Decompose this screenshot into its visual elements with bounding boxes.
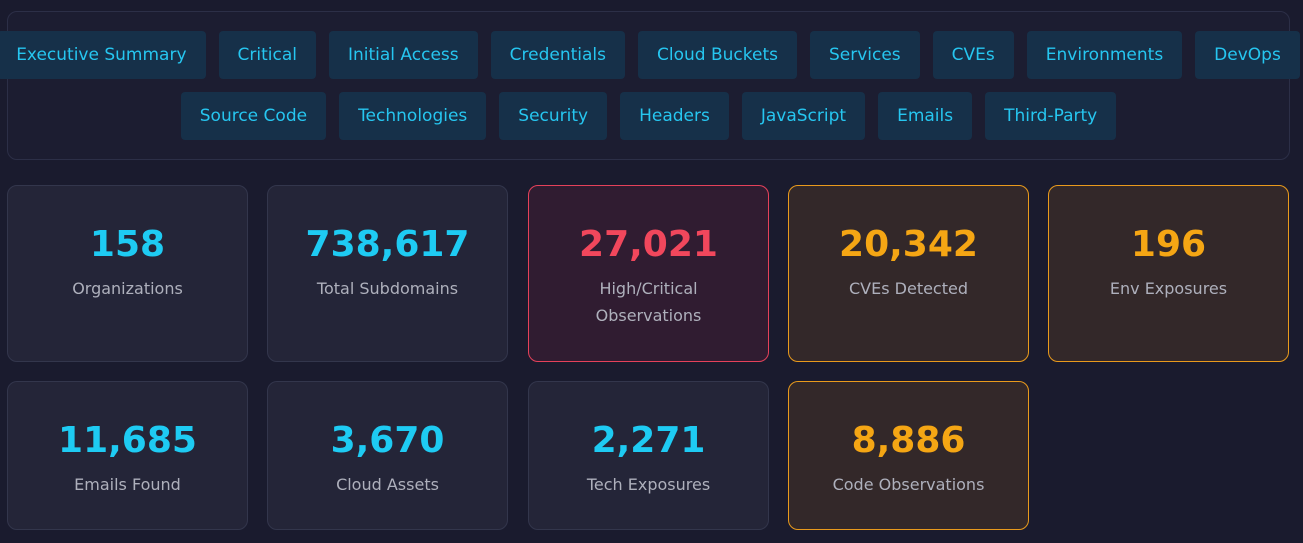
nav-button-source-code[interactable]: Source Code xyxy=(180,92,327,140)
stat-card-cloud-assets: 3,670 Cloud Assets xyxy=(267,381,508,530)
stat-value: 196 xyxy=(1130,224,1207,265)
stat-card-organizations: 158 Organizations xyxy=(7,185,248,362)
nav-button-javascript[interactable]: JavaScript xyxy=(741,92,866,140)
stat-card-total-subdomains: 738,617 Total Subdomains xyxy=(267,185,508,362)
stat-label: Total Subdomains xyxy=(316,279,459,298)
stat-label: CVEs Detected xyxy=(849,279,968,298)
stat-value: 20,342 xyxy=(839,224,978,265)
nav-button-third-party[interactable]: Third-Party xyxy=(985,92,1117,140)
nav-button-services[interactable]: Services xyxy=(809,31,920,79)
stat-value: 11,685 xyxy=(58,420,197,461)
stat-card-cves-detected: 20,342 CVEs Detected xyxy=(788,185,1029,362)
stat-label: Tech Exposures xyxy=(586,475,711,494)
nav-button-executive-summary[interactable]: Executive Summary xyxy=(0,31,206,79)
section-nav-row-1: Executive Summary Critical Initial Acces… xyxy=(0,31,1300,79)
stat-card-env-exposures: 196 Env Exposures xyxy=(1048,185,1289,362)
nav-button-critical[interactable]: Critical xyxy=(218,31,316,79)
stat-card-tech-exposures: 2,271 Tech Exposures xyxy=(528,381,769,530)
section-nav-row-2: Source Code Technologies Security Header… xyxy=(8,92,1289,140)
nav-button-environments[interactable]: Environments xyxy=(1026,31,1183,79)
stat-value: 3,670 xyxy=(330,420,445,461)
stat-label: Organizations xyxy=(72,279,183,298)
nav-button-emails[interactable]: Emails xyxy=(878,92,973,140)
section-nav: Executive Summary Critical Initial Acces… xyxy=(0,11,1300,160)
stat-value: 8,886 xyxy=(851,420,966,461)
nav-button-headers[interactable]: Headers xyxy=(620,92,729,140)
stat-label: Code Observations xyxy=(832,475,985,494)
stat-value: 27,021 xyxy=(579,224,718,265)
stat-label: Env Exposures xyxy=(1109,279,1228,298)
stat-label: High/Critical Observations xyxy=(595,279,702,325)
stat-value: 158 xyxy=(89,224,166,265)
nav-button-cves[interactable]: CVEs xyxy=(932,31,1014,79)
nav-button-credentials[interactable]: Credentials xyxy=(490,31,625,79)
nav-button-security[interactable]: Security xyxy=(499,92,608,140)
stat-label: Emails Found xyxy=(74,475,181,494)
stat-card-emails-found: 11,685 Emails Found xyxy=(7,381,248,530)
stat-card-code-observations: 8,886 Code Observations xyxy=(788,381,1029,530)
nav-button-devops[interactable]: DevOps xyxy=(1195,31,1300,79)
stat-value: 2,271 xyxy=(591,420,706,461)
stat-value: 738,617 xyxy=(305,224,470,265)
stat-label: Cloud Assets xyxy=(336,475,439,494)
nav-button-cloud-buckets[interactable]: Cloud Buckets xyxy=(638,31,797,79)
nav-button-initial-access[interactable]: Initial Access xyxy=(328,31,478,79)
stat-card-high-critical-observations: 27,021 High/Critical Observations xyxy=(528,185,769,362)
nav-button-technologies[interactable]: Technologies xyxy=(339,92,487,140)
